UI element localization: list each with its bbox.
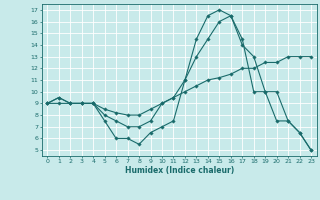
X-axis label: Humidex (Indice chaleur): Humidex (Indice chaleur) [124,166,234,175]
